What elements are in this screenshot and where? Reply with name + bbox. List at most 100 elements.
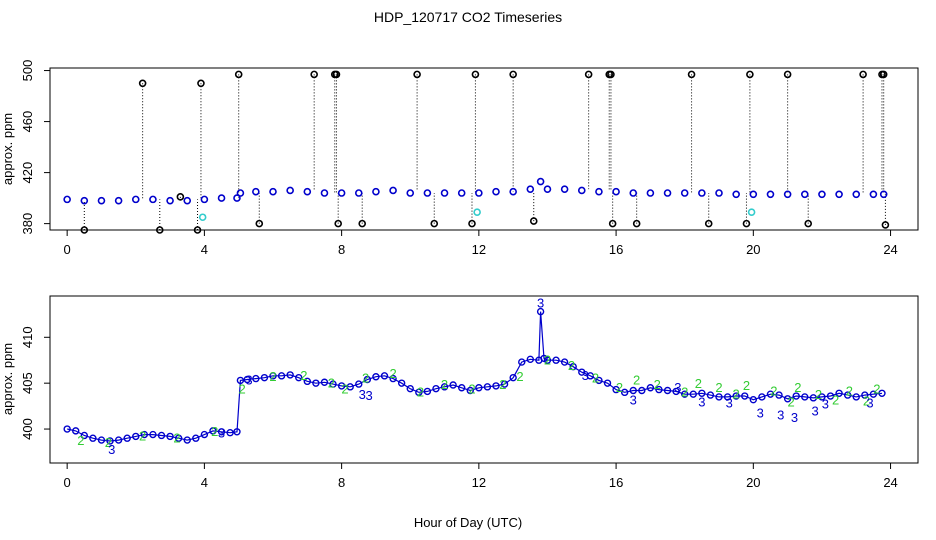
series-1-point (72, 427, 80, 435)
series-1-point (106, 437, 114, 445)
raw-point (358, 219, 367, 228)
mean-point (680, 189, 689, 197)
series-1-point (526, 355, 535, 364)
series-1-point (149, 430, 157, 439)
bottom-y-tick-label: 405 (20, 372, 35, 394)
series-1-point (732, 392, 740, 400)
mean-point (389, 186, 397, 195)
series-2-marker: 2 (654, 377, 661, 392)
mean-point (715, 189, 723, 197)
raw-point (471, 70, 480, 79)
series-1-point (775, 391, 783, 399)
raw-point (468, 219, 476, 228)
series-1-point (277, 372, 286, 380)
raw-point (138, 79, 147, 88)
series-2-marker: 2 (441, 377, 448, 392)
series-2-marker: 2 (846, 384, 853, 399)
mean-point (217, 194, 226, 202)
series-1-point (236, 376, 245, 385)
series-2-marker: 2 (616, 380, 623, 395)
series-1-point (629, 386, 637, 395)
series-2-marker: 2 (633, 373, 640, 388)
series-1-point (715, 393, 723, 401)
mean-point (852, 190, 861, 199)
series-3-marker: 3 (365, 388, 372, 403)
raw-point (80, 226, 89, 234)
series-1-point (569, 362, 577, 371)
series-1-point (518, 358, 526, 366)
series-1-point (698, 389, 706, 397)
series-1-point (612, 385, 620, 394)
series-3-marker: 3 (630, 393, 637, 408)
filtered-point (473, 208, 481, 216)
series-2-marker: 2 (328, 375, 335, 390)
mean-point (818, 190, 826, 199)
raw-point (529, 217, 538, 225)
raw-point (608, 219, 617, 228)
mean-point (131, 195, 140, 204)
series-2-marker: 2 (516, 369, 523, 384)
raw-point (804, 219, 813, 228)
bottom-x-tick-label: 12 (472, 475, 486, 490)
top-y-tick-label: 500 (20, 60, 35, 82)
series-1-point (706, 391, 715, 399)
series-1-point (536, 307, 545, 316)
series-3-marker: 3 (582, 368, 589, 383)
top-y-tick-label: 380 (20, 213, 35, 235)
mean-point (200, 195, 209, 204)
series-1-point (543, 356, 552, 364)
series-1-point (466, 386, 474, 395)
series-1-point (869, 390, 878, 398)
series-1-point (689, 390, 697, 398)
top-x-tick-label: 16 (609, 242, 623, 257)
mean-point (286, 186, 294, 195)
mean-point (354, 189, 363, 197)
series-2-marker: 2 (211, 424, 218, 439)
mean-point (612, 187, 620, 196)
mean-point (509, 187, 517, 196)
series-1-point (114, 436, 123, 444)
raw-point (632, 219, 641, 228)
series-1-point (509, 373, 517, 382)
top-x-tick-label: 20 (746, 242, 760, 257)
series-1-point (346, 383, 354, 391)
mean-point (252, 187, 260, 196)
mean-point (595, 187, 603, 196)
series-3-marker: 3 (822, 396, 829, 411)
top-x-tick-label: 4 (201, 242, 208, 257)
series-2-marker: 2 (787, 395, 794, 410)
mean-point (63, 195, 71, 204)
top-plot-frame (49, 67, 919, 231)
series-3-marker: 3 (245, 373, 252, 388)
series-2-marker: 2 (362, 371, 369, 386)
raw-point (155, 226, 164, 234)
series-3-marker: 3 (359, 387, 366, 402)
mean-point (233, 194, 241, 202)
bottom-x-tick-label: 4 (201, 475, 208, 490)
raw-point (310, 70, 318, 79)
series-1-point (440, 383, 449, 391)
bottom-x-tick-label: 8 (338, 475, 345, 490)
series-2-marker: 2 (832, 393, 839, 408)
series-1-point (329, 380, 337, 388)
series-2-marker: 2 (733, 386, 740, 401)
mean-point (560, 185, 569, 193)
mean-point (166, 196, 174, 205)
series-1-point (303, 377, 312, 386)
series-1-point (792, 392, 800, 400)
series-3-marker: 3 (777, 407, 784, 422)
series-3-marker: 3 (791, 410, 798, 425)
series-2-marker: 2 (695, 376, 702, 391)
raw-point (197, 79, 205, 88)
mean-point (114, 196, 123, 205)
series-3-marker: 3 (866, 395, 873, 410)
series-2-marker: 2 (499, 377, 506, 392)
mean-point (766, 190, 775, 199)
mean-point (492, 187, 500, 196)
series-1-point (492, 382, 500, 390)
top-y-tick-label: 460 (20, 111, 35, 133)
bottom-x-tick-label: 16 (609, 475, 623, 490)
series-3-marker: 3 (218, 426, 225, 441)
series-2-marker: 2 (743, 378, 750, 393)
series-1-point (97, 436, 106, 444)
